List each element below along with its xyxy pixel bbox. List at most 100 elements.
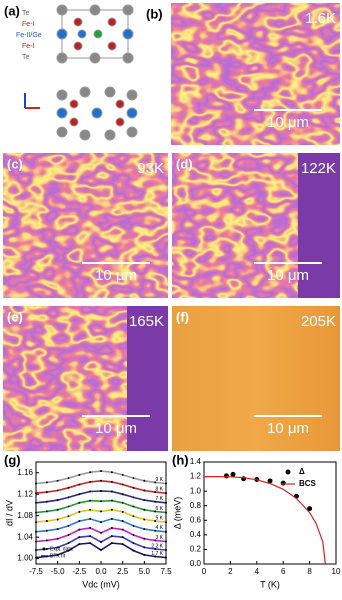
- x-tick-label: 2.5: [117, 567, 129, 576]
- data-point: [45, 500, 48, 503]
- series-label: 2.2 K: [151, 543, 163, 549]
- data-point: [230, 471, 236, 477]
- data-point: [267, 478, 273, 484]
- atom-label: Fe-I: [22, 21, 35, 28]
- data-point: [143, 489, 146, 492]
- data-point: [280, 480, 286, 486]
- data-point: [78, 520, 81, 523]
- atom-label: Fe-II/Ge: [16, 32, 42, 39]
- series-label: 6 K: [155, 506, 163, 512]
- data-point: [89, 480, 92, 483]
- data-point: [110, 527, 113, 530]
- bcs-curve: [204, 476, 326, 565]
- data-point: [89, 508, 92, 511]
- data-point: [67, 515, 70, 518]
- x-tick-label: 10: [332, 567, 341, 576]
- y-tick-label: 1.2: [190, 472, 202, 481]
- data-point: [56, 528, 59, 531]
- data-point: [100, 521, 102, 524]
- data-point: [110, 508, 113, 511]
- data-point: [154, 510, 157, 513]
- data-point: [89, 542, 92, 545]
- atom-labels: Te Fe-I Fe-II/Ge Fe-I Te: [16, 10, 42, 61]
- data-point: [56, 499, 59, 502]
- data-point: [100, 540, 102, 543]
- data-point: [154, 547, 157, 550]
- data-point: [67, 534, 70, 537]
- panel-label: (g): [4, 452, 21, 467]
- data-point: [78, 501, 81, 504]
- series-label: 7 K: [155, 496, 163, 502]
- x-tick-label: -7.5: [29, 567, 43, 576]
- data-point: [143, 508, 146, 511]
- data-point: [121, 543, 124, 546]
- microscopy-image: [3, 306, 127, 451]
- temperature-label: 93K: [137, 160, 164, 177]
- data-point: [121, 483, 124, 486]
- scale-bar-label: 10 μm: [95, 420, 137, 437]
- x-tick-label: 0: [202, 567, 207, 576]
- panel-label: (c): [7, 156, 23, 171]
- scale-bar-label: 10 μm: [267, 114, 309, 131]
- panel-label: (f): [176, 309, 189, 324]
- legend-label: BCS: [299, 479, 317, 488]
- data-point: [78, 473, 81, 476]
- data-point: [110, 471, 113, 474]
- data-point: [143, 479, 146, 482]
- microscopy-image: [3, 153, 168, 298]
- legend-label: Δ: [299, 467, 305, 476]
- panel-label: (d): [176, 156, 193, 171]
- data-point: [110, 480, 113, 483]
- temperature-label: 122K: [301, 160, 336, 177]
- x-tick-label: 5.0: [139, 567, 151, 576]
- atom-label: Te: [22, 10, 30, 17]
- data-point: [89, 471, 92, 474]
- data-point: [165, 482, 167, 485]
- data-point: [110, 490, 113, 493]
- data-point: [45, 481, 48, 484]
- data-point: [132, 524, 135, 527]
- scale-bar-label: 10 μm: [267, 420, 309, 437]
- data-point: [35, 501, 37, 504]
- data-point: [143, 546, 146, 549]
- data-point: [100, 479, 102, 482]
- y-tick-label: 1.00: [17, 554, 33, 563]
- data-point: [154, 529, 157, 532]
- data-point: [100, 549, 102, 552]
- x-tick-label: 6: [281, 567, 286, 576]
- y-tick-label: 1.4: [190, 457, 202, 466]
- data-point: [89, 527, 92, 530]
- data-point: [78, 510, 81, 513]
- data-point: [56, 479, 59, 482]
- data-point: [35, 549, 37, 552]
- data-point: [121, 536, 124, 539]
- data-point: [165, 492, 167, 495]
- data-point: [121, 528, 124, 531]
- microscopy-image: [172, 306, 340, 451]
- data-point: [100, 489, 102, 492]
- data-point: [154, 491, 157, 494]
- data-point: [35, 521, 37, 524]
- data-point: [165, 549, 167, 552]
- data-point: [121, 473, 124, 476]
- series-label: 8 K: [155, 486, 163, 492]
- data-point: [165, 540, 167, 543]
- data-point: [110, 499, 113, 502]
- crystal-structure: [24, 4, 138, 141]
- data-point: [35, 540, 37, 543]
- data-point: [78, 483, 81, 486]
- data-point: [45, 491, 48, 494]
- data-point: [132, 542, 135, 545]
- data-point: [89, 517, 92, 520]
- data-point: [35, 492, 37, 495]
- data-point: [132, 505, 135, 508]
- data-point: [100, 500, 102, 503]
- temperature-label: 205K: [301, 313, 336, 330]
- data-point: [165, 511, 167, 514]
- data-point: [67, 486, 70, 489]
- x-tick-label: 2: [228, 567, 233, 576]
- scale-bar-label: 10 μm: [267, 267, 309, 284]
- series-label: 5 K: [155, 515, 163, 521]
- data-point: [45, 539, 48, 542]
- data-point: [165, 530, 167, 533]
